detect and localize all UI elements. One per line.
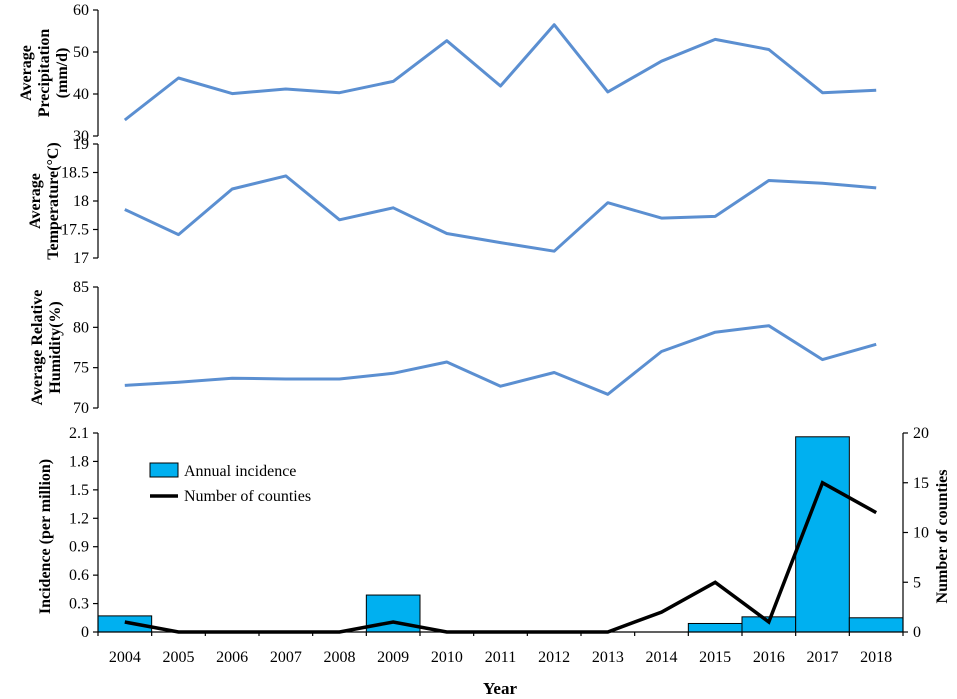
- counties-series-line: [124, 480, 878, 634]
- incidence-left-tick-label: 1.8: [69, 453, 89, 470]
- x-tick-label-2008: 2008: [324, 649, 356, 666]
- incidence-bar: [687, 622, 743, 633]
- legend-bar-label: Annual incidence: [184, 463, 296, 480]
- incidence-right-tick-label: 0: [913, 624, 921, 641]
- precipitation-y-label: AveragePrecipitation(mm/d): [18, 29, 71, 118]
- incidence-left-axis-label: Incidence (per million): [37, 459, 54, 614]
- humidity-series-line: [124, 324, 877, 396]
- x-tick-label-2014: 2014: [646, 649, 678, 666]
- incidence-left-tick-label: 1.2: [69, 510, 89, 527]
- precipitation-y-tick-label: 50: [73, 44, 89, 61]
- humidity-y-label: Average RelativeHumidity(%): [29, 290, 64, 406]
- humidity-y-label-line: Humidity(%): [47, 301, 64, 393]
- x-tick-label-2007: 2007: [270, 649, 302, 666]
- x-tick-label-2006: 2006: [216, 649, 248, 666]
- temperature-y-tick-label: 19: [73, 136, 89, 153]
- legend-line-label: Number of counties: [184, 488, 311, 505]
- incidence-bar: [848, 617, 904, 633]
- temperature-y-tick-label: 18: [73, 193, 89, 210]
- incidence-left-tick-label: 0.6: [69, 567, 89, 584]
- precipitation-y-tick-label: 40: [73, 86, 89, 103]
- humidity-y-tick-label: 75: [73, 360, 89, 377]
- temperature-y-tick-label: 17: [73, 250, 89, 267]
- temperature-y-label: AverageTemperature(°C): [27, 142, 62, 259]
- precipitation-y-tick-label: 60: [73, 2, 89, 19]
- precipitation-series-line: [123, 23, 877, 122]
- precipitation-y-tick-label: 30: [73, 128, 89, 145]
- humidity-y-tick-label: 70: [73, 400, 89, 417]
- incidence-left-tick-label: 2.1: [69, 425, 89, 442]
- incidence-left-tick-label: 0.9: [69, 539, 89, 556]
- precipitation-y-label-line: (mm/d): [54, 48, 71, 99]
- temperature-y-tick-label: 18.5: [61, 165, 89, 182]
- temperature-y-tick-label: 17.5: [61, 222, 89, 239]
- humidity-y-tick-label: 85: [73, 279, 89, 296]
- x-tick-label-2013: 2013: [592, 649, 624, 666]
- incidence-right-tick-label: 10: [913, 525, 929, 542]
- x-tick-label-2009: 2009: [377, 649, 409, 666]
- incidence-left-tick-label: 0: [81, 624, 89, 641]
- precipitation-y-label-line: Precipitation: [36, 29, 53, 118]
- incidence-bar: [795, 436, 850, 633]
- humidity-y-tick-label: 80: [73, 319, 89, 336]
- x-tick-label-2004: 2004: [109, 649, 141, 666]
- temperature-y-label-line: Average: [27, 173, 44, 229]
- incidence-right-tick-label: 20: [913, 425, 929, 442]
- x-tick-label-2016: 2016: [753, 649, 785, 666]
- x-tick-label-2012: 2012: [538, 649, 570, 666]
- x-tick-label-2015: 2015: [699, 649, 731, 666]
- incidence-right-tick-label: 15: [913, 475, 929, 492]
- x-tick-label-2017: 2017: [807, 649, 839, 666]
- incidence-left-tick-label: 0.3: [69, 596, 89, 613]
- humidity-y-label-line: Average Relative: [29, 290, 46, 406]
- precipitation-y-label-line: Average: [18, 45, 35, 101]
- temperature-series-line: [124, 174, 877, 253]
- x-tick-label-2018: 2018: [860, 649, 892, 666]
- x-axis-label: Year: [483, 679, 517, 698]
- legend-bar-swatch: [149, 462, 179, 478]
- x-tick-label-2005: 2005: [163, 649, 195, 666]
- incidence-right-axis-label: Number of counties: [934, 470, 951, 604]
- temperature-y-label-line: Temperature(°C): [45, 142, 62, 259]
- x-tick-label-2010: 2010: [431, 649, 463, 666]
- x-tick-label-2011: 2011: [485, 649, 516, 666]
- incidence-right-tick-label: 5: [913, 574, 921, 591]
- incidence-left-tick-label: 1.5: [69, 482, 89, 499]
